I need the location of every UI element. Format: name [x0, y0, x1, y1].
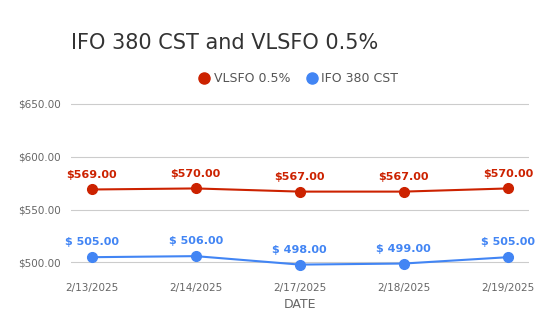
Line: VLSFO 0.5%: VLSFO 0.5%	[87, 183, 513, 196]
VLSFO 0.5%	[401, 189, 407, 193]
Text: $570.00: $570.00	[483, 169, 533, 179]
Line: IFO 380 CST: IFO 380 CST	[87, 251, 513, 269]
Text: $ 505.00: $ 505.00	[65, 237, 119, 247]
IFO 380 CST	[296, 263, 303, 267]
IFO 380 CST	[192, 254, 199, 258]
VLSFO 0.5%	[296, 189, 303, 193]
Text: $570.00: $570.00	[171, 169, 221, 179]
VLSFO 0.5%	[505, 186, 511, 190]
Text: $ 506.00: $ 506.00	[168, 236, 223, 246]
X-axis label: DATE: DATE	[283, 298, 316, 311]
VLSFO 0.5%	[192, 186, 199, 190]
VLSFO 0.5%	[88, 187, 95, 191]
IFO 380 CST	[88, 255, 95, 259]
Text: $ 498.00: $ 498.00	[272, 245, 327, 255]
Text: IFO 380 CST and VLSFO 0.5%: IFO 380 CST and VLSFO 0.5%	[71, 33, 378, 53]
IFO 380 CST	[505, 255, 511, 259]
Text: $ 499.00: $ 499.00	[377, 244, 431, 254]
Text: $567.00: $567.00	[275, 172, 325, 182]
IFO 380 CST	[401, 261, 407, 265]
Text: $ 505.00: $ 505.00	[481, 237, 535, 247]
Legend: VLSFO 0.5%, IFO 380 CST: VLSFO 0.5%, IFO 380 CST	[196, 67, 403, 90]
Text: $569.00: $569.00	[66, 170, 117, 180]
Text: $567.00: $567.00	[379, 172, 429, 182]
